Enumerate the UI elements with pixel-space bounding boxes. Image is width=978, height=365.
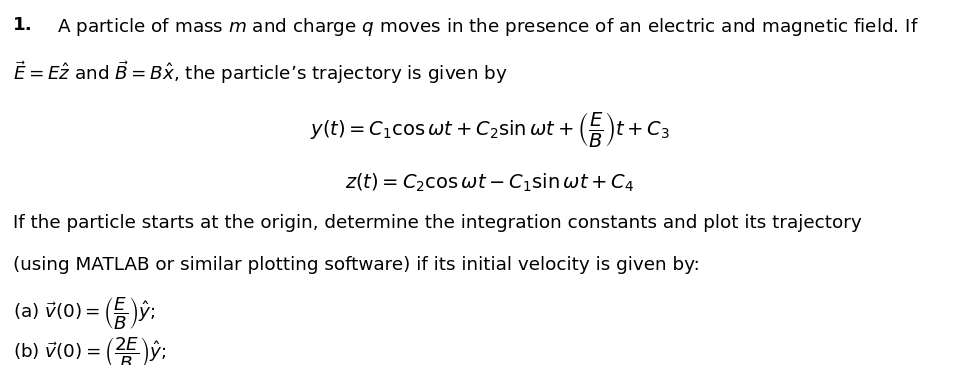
Text: $\vec{E} = E\hat{z}$ and $\vec{B} = B\hat{x}$, the particle’s trajectory is give: $\vec{E} = E\hat{z}$ and $\vec{B} = B\ha… xyxy=(13,59,507,86)
Text: A particle of mass $m$ and charge $q$ moves in the presence of an electric and m: A particle of mass $m$ and charge $q$ mo… xyxy=(57,16,917,38)
Text: (using MATLAB or similar plotting software) if its initial velocity is given by:: (using MATLAB or similar plotting softwa… xyxy=(13,255,698,273)
Text: (b) $\vec{v}(0) = \left(\dfrac{2E}{B}\right)\hat{y}$;: (b) $\vec{v}(0) = \left(\dfrac{2E}{B}\ri… xyxy=(13,335,166,365)
Text: $y(t) = C_1 \cos \omega t + C_2 \sin \omega t + \left(\dfrac{E}{B}\right)t + C_3: $y(t) = C_1 \cos \omega t + C_2 \sin \om… xyxy=(309,110,669,149)
Text: (a) $\vec{v}(0) = \left(\dfrac{E}{B}\right)\hat{y}$;: (a) $\vec{v}(0) = \left(\dfrac{E}{B}\rig… xyxy=(13,295,156,331)
Text: $z(t) = C_2 \cos \omega t - C_1 \sin \omega t + C_4$: $z(t) = C_2 \cos \omega t - C_1 \sin \om… xyxy=(344,172,634,194)
Text: If the particle starts at the origin, determine the integration constants and pl: If the particle starts at the origin, de… xyxy=(13,214,861,231)
Text: 1.: 1. xyxy=(13,16,32,34)
